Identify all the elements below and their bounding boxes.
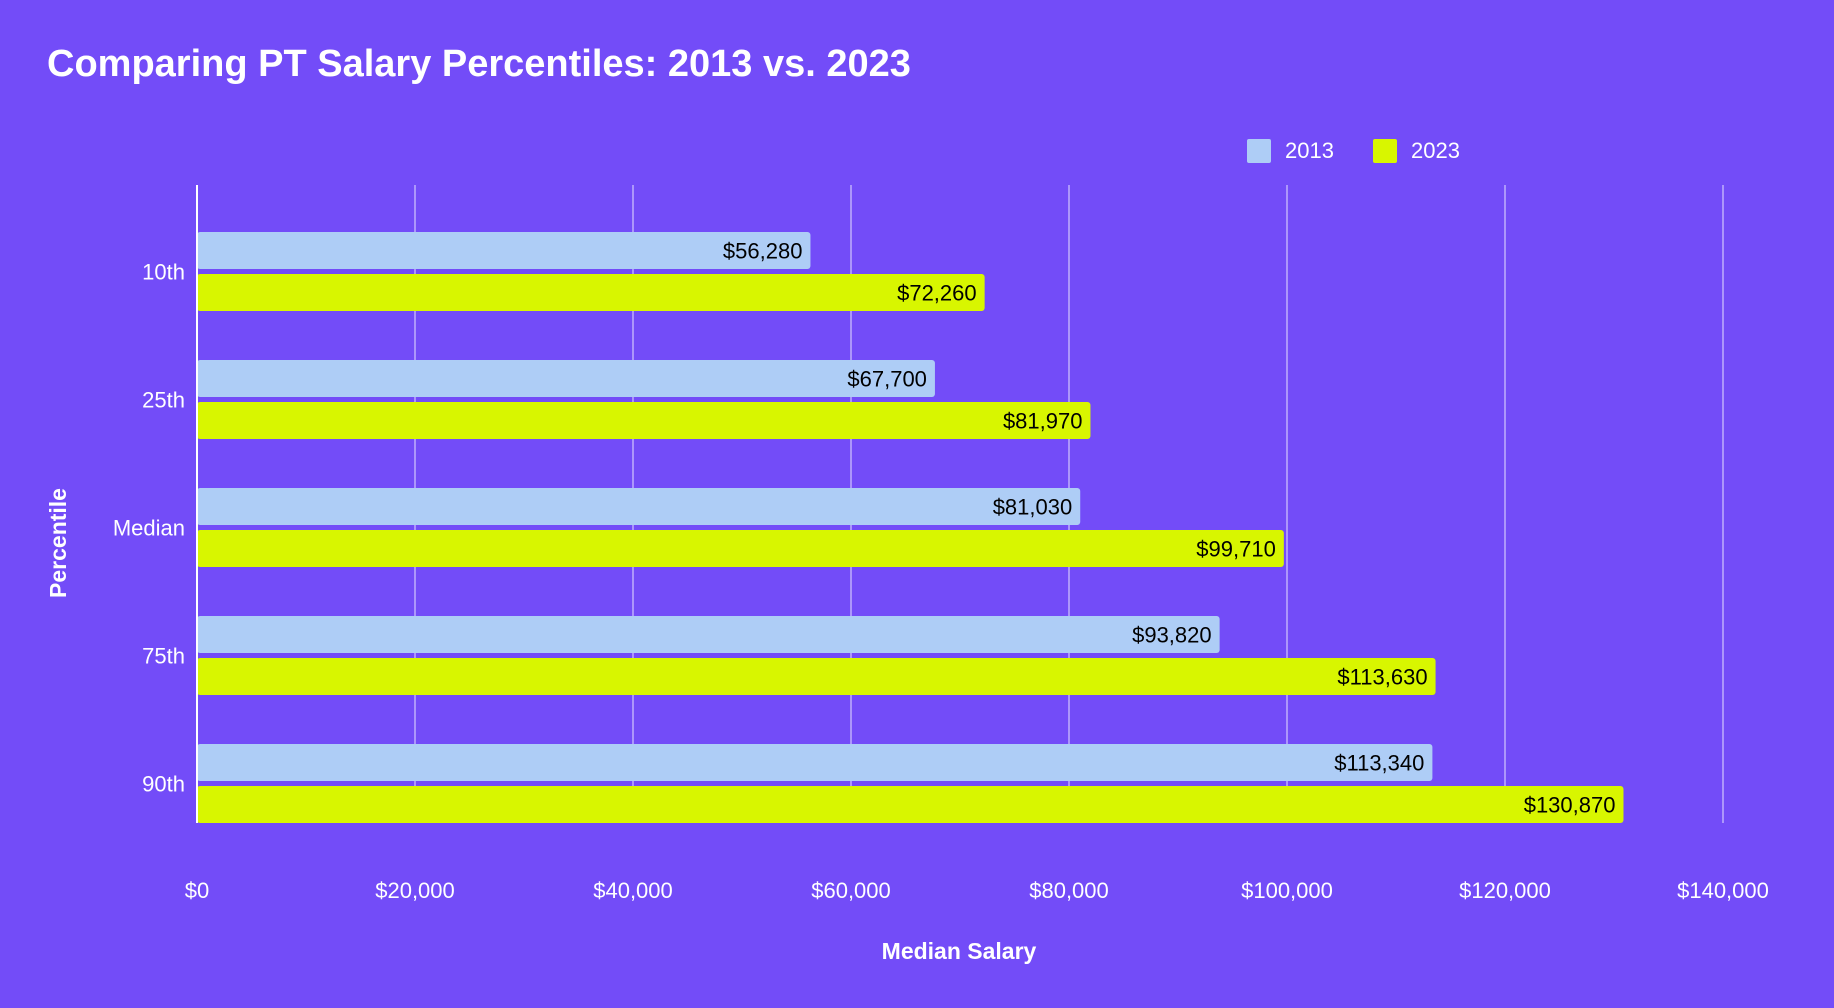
data-label: $72,260 [897,281,977,306]
y-tick-label: 10th [142,260,185,285]
x-tick-label: $80,000 [1029,878,1109,903]
data-label: $67,700 [847,367,927,392]
bar-2013-median [197,488,1081,525]
bar-2013-25th [197,360,935,397]
data-label: $113,340 [1334,751,1424,776]
data-labels: $56,280 $72,260 $67,700 $81,970 $81,030 $99,7… [723,239,1616,818]
chart-title: Comparing PT Salary Percentiles: 2013 vs… [47,43,911,85]
data-label: $56,280 [723,239,803,264]
bar-2023-median [197,530,1284,567]
bar-2013-10th [197,232,811,269]
legend-label: 2023 [1411,138,1460,163]
bars [197,232,1624,823]
data-label: $81,970 [1003,409,1083,434]
bar-2023-10th [197,274,985,311]
x-axis-ticks: $0 $20,000 $40,000 $60,000 $80,000 $100,000 $1… [185,878,1769,903]
x-axis-title: Median Salary [882,938,1037,964]
bar-2013-75th [197,616,1220,653]
x-tick-label: $40,000 [593,878,673,903]
y-axis-ticks: 10th 25th Median 75th 90th [113,260,185,797]
y-axis-title: Percentile [45,488,71,598]
y-tick-label: Median [113,516,185,541]
data-label: $99,710 [1196,537,1276,562]
legend: 2013 2023 [1247,138,1460,163]
x-tick-label: $120,000 [1459,878,1551,903]
x-tick-label: $0 [185,878,209,903]
legend-swatch [1373,139,1397,163]
data-label: $81,030 [993,495,1073,520]
x-tick-label: $140,000 [1677,878,1769,903]
x-tick-label: $60,000 [811,878,891,903]
bar-2023-90th [197,786,1624,823]
y-tick-label: 90th [142,772,185,797]
legend-label: 2013 [1285,138,1334,163]
x-tick-label: $100,000 [1241,878,1333,903]
bar-2013-90th [197,744,1433,781]
data-label: $93,820 [1132,623,1212,648]
bar-2023-25th [197,402,1091,439]
y-tick-label: 25th [142,388,185,413]
legend-swatch [1247,139,1271,163]
data-label: $130,870 [1524,793,1616,818]
y-tick-label: 75th [142,644,185,669]
bar-2023-75th [197,658,1436,695]
x-tick-label: $20,000 [375,878,455,903]
data-label: $113,630 [1337,665,1427,690]
